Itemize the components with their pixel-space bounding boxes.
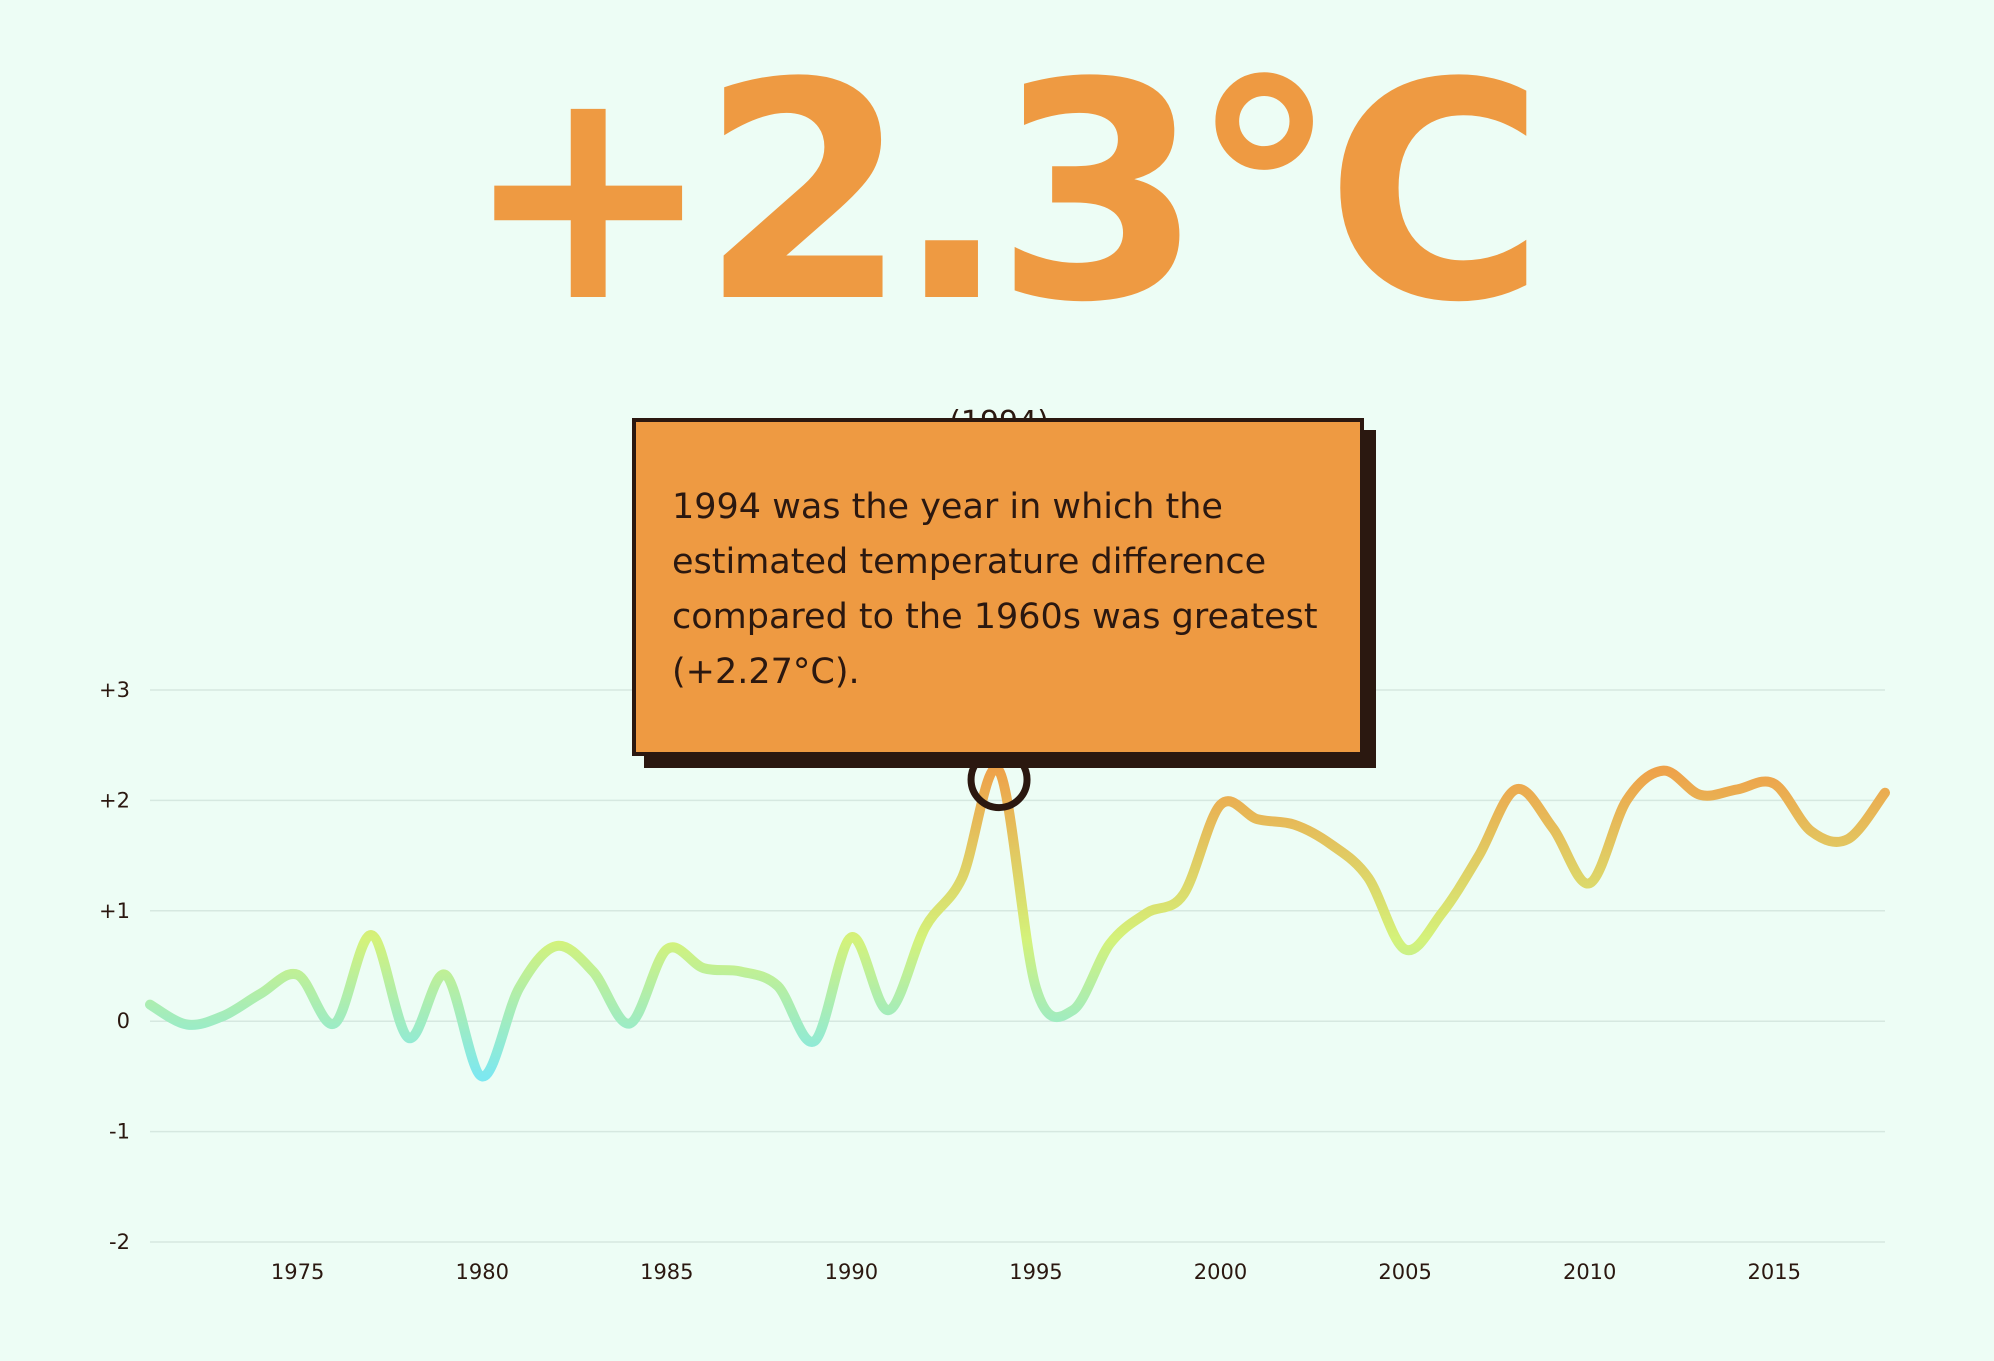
- y-tick-label: -2: [109, 1230, 130, 1254]
- x-tick-label: 2000: [1194, 1260, 1247, 1284]
- data-point[interactable]: [1139, 905, 1155, 921]
- data-point[interactable]: [1803, 823, 1819, 839]
- x-tick-label: 2015: [1748, 1260, 1801, 1284]
- y-tick-label: -1: [109, 1120, 130, 1144]
- x-tick-label: 1990: [825, 1260, 878, 1284]
- y-tick-label: 0: [117, 1009, 130, 1033]
- data-point[interactable]: [474, 1068, 490, 1084]
- data-point[interactable]: [880, 1002, 896, 1018]
- data-points: [142, 763, 1893, 1085]
- data-point[interactable]: [1656, 763, 1672, 779]
- data-point[interactable]: [1028, 980, 1044, 996]
- data-point[interactable]: [437, 967, 453, 983]
- data-point[interactable]: [1176, 886, 1192, 902]
- data-point[interactable]: [1286, 817, 1302, 833]
- data-point[interactable]: [1065, 1002, 1081, 1018]
- data-point[interactable]: [290, 967, 306, 983]
- data-point[interactable]: [1545, 820, 1561, 836]
- data-point[interactable]: [917, 919, 933, 935]
- data-point[interactable]: [179, 1017, 195, 1033]
- data-point[interactable]: [327, 1015, 343, 1031]
- data-point[interactable]: [1102, 936, 1118, 952]
- data-point[interactable]: [954, 870, 970, 886]
- x-tick-label: 2005: [1378, 1260, 1431, 1284]
- data-point[interactable]: [1397, 941, 1413, 957]
- data-point[interactable]: [1471, 848, 1487, 864]
- y-tick-label: +1: [99, 899, 130, 923]
- data-point[interactable]: [1729, 781, 1745, 797]
- data-point[interactable]: [1213, 797, 1229, 813]
- series-line: [145, 763, 1890, 1082]
- data-point[interactable]: [770, 978, 786, 994]
- data-point[interactable]: [1508, 781, 1524, 797]
- x-tick-label: 2010: [1563, 1260, 1616, 1284]
- data-point[interactable]: [1434, 905, 1450, 921]
- x-tick-label: 1980: [456, 1260, 509, 1284]
- data-point[interactable]: [548, 938, 564, 954]
- data-point[interactable]: [696, 960, 712, 976]
- x-tick-label: 1975: [271, 1260, 324, 1284]
- data-point[interactable]: [216, 1008, 232, 1024]
- data-point[interactable]: [806, 1033, 822, 1049]
- data-point[interactable]: [1582, 875, 1598, 891]
- data-point[interactable]: [1877, 785, 1893, 801]
- data-point[interactable]: [1692, 787, 1708, 803]
- data-point[interactable]: [1766, 776, 1782, 792]
- y-tick-label: +2: [99, 788, 130, 812]
- data-point[interactable]: [1840, 831, 1856, 847]
- x-axis-ticks: 1975 1980 1985 1990 1995 2000 2005 2010 2015: [271, 1260, 1801, 1284]
- data-point[interactable]: [1619, 792, 1635, 808]
- tooltip-box: 1994 was the year in which the estimated…: [632, 418, 1364, 756]
- y-tick-label: +3: [99, 678, 130, 702]
- data-point[interactable]: [1249, 811, 1265, 827]
- x-tick-label: 1985: [640, 1260, 693, 1284]
- data-point[interactable]: [585, 964, 601, 980]
- data-point[interactable]: [1323, 837, 1339, 853]
- x-tick-label: 1995: [1009, 1260, 1062, 1284]
- tooltip-text: 1994 was the year in which the estimated…: [672, 487, 1318, 692]
- data-point[interactable]: [511, 980, 527, 996]
- data-point[interactable]: [659, 941, 675, 957]
- data-point[interactable]: [843, 929, 859, 945]
- data-point[interactable]: [400, 1030, 416, 1046]
- data-point[interactable]: [991, 763, 1007, 779]
- data-point[interactable]: [622, 1015, 638, 1031]
- data-point[interactable]: [253, 986, 269, 1002]
- data-point[interactable]: [142, 997, 158, 1013]
- data-point[interactable]: [733, 964, 749, 980]
- data-point[interactable]: [363, 927, 379, 943]
- headline-temperature: +2.3°C: [462, 19, 1546, 368]
- grid-lines: [150, 689, 1885, 1243]
- data-point[interactable]: [1360, 870, 1376, 886]
- y-axis-ticks: +3 +2 +1 0 -1 -2: [99, 678, 130, 1254]
